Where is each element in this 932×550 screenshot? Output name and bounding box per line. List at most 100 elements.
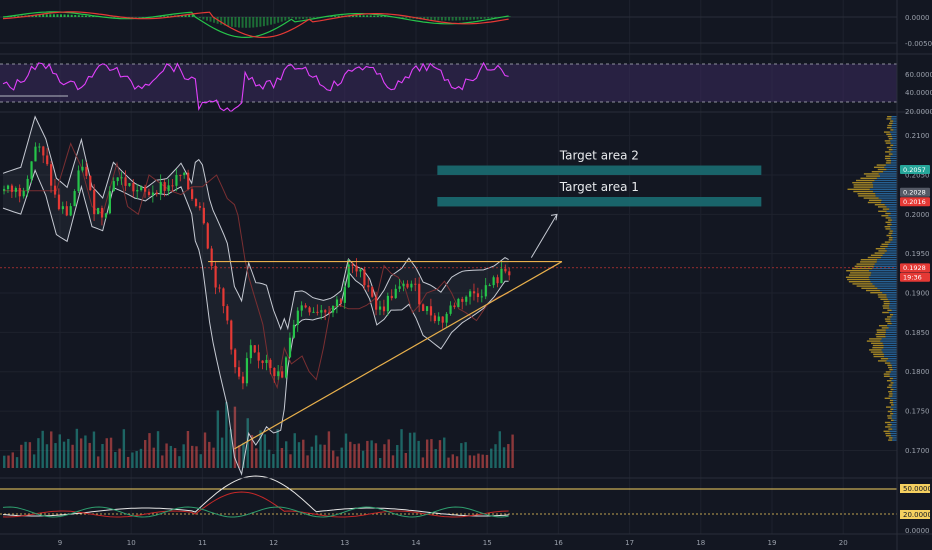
volume-bar <box>494 444 497 468</box>
volume-profile-bar <box>888 149 893 151</box>
volume-profile-bar <box>888 439 893 441</box>
volume-bar <box>327 431 331 468</box>
macd-histogram-bar <box>373 15 376 17</box>
volume-profile-bar <box>891 380 897 382</box>
volume-profile-bar <box>885 212 891 215</box>
volume-profile-bar <box>890 413 894 415</box>
volume-profile-bar <box>890 426 897 428</box>
time-tick: 16 <box>554 539 563 547</box>
volume-profile-bar <box>890 318 897 320</box>
volume-profile-bar <box>890 162 897 164</box>
volume-profile-bar <box>890 228 897 230</box>
macd-histogram-bar <box>465 17 468 21</box>
price-pane[interactable] <box>0 115 897 476</box>
candle-body <box>328 312 331 314</box>
candle-body <box>300 305 303 311</box>
candle-body <box>316 311 319 313</box>
volume-profile-bar <box>852 283 873 285</box>
volume-profile-bar <box>858 195 876 197</box>
macd-histogram-bar <box>209 17 212 22</box>
volume-bar <box>421 457 425 468</box>
price-tick: 0.2000 <box>905 211 930 219</box>
time-tick: 10 <box>127 539 136 547</box>
macd-histogram-bar <box>312 17 315 19</box>
volume-profile-bar <box>888 391 893 393</box>
macd-histogram-bar <box>380 15 383 17</box>
price-badge-text: 19:36 <box>903 274 922 282</box>
volume-profile-bar <box>892 391 897 393</box>
volume-profile-bar <box>880 298 888 300</box>
volume-bar <box>191 445 194 468</box>
volume-profile-bar <box>874 179 897 182</box>
breakout-arrow <box>530 214 558 258</box>
candle-body <box>406 283 409 288</box>
oscillator-pane[interactable] <box>0 475 897 518</box>
candle-body <box>496 277 499 284</box>
candle-body <box>210 248 213 266</box>
volume-profile-bar <box>872 344 884 347</box>
volume-profile-bar <box>871 342 883 344</box>
time-tick: 18 <box>696 539 705 547</box>
volume-profile-bar <box>886 380 892 382</box>
di-minus-line <box>2 491 509 518</box>
volume-bar <box>41 430 44 468</box>
macd-pane[interactable] <box>0 11 897 44</box>
volume-profile-bar <box>866 340 881 342</box>
rsi-pane[interactable] <box>0 61 897 113</box>
volume-profile-bar <box>884 140 891 142</box>
volume-profile-bar <box>850 272 872 274</box>
target-area-2-box[interactable] <box>437 165 762 175</box>
price-badge: 19:36 <box>900 272 930 282</box>
volume-bar <box>507 444 510 468</box>
candle-body <box>398 286 401 289</box>
volume-profile-bar <box>868 276 897 278</box>
volume-profile-bar <box>892 437 897 439</box>
volume-bar <box>75 428 79 468</box>
volume-profile-bar <box>887 410 892 413</box>
volume-profile-bar <box>867 256 881 259</box>
volume-bar <box>195 446 198 468</box>
target-area-2[interactable]: Target area 2 <box>437 149 762 175</box>
volume-profile-bar <box>893 413 897 415</box>
volume-bar <box>97 456 100 468</box>
volume-profile-bar <box>889 208 897 210</box>
di-plus-line <box>2 506 509 518</box>
volume-bar <box>498 431 501 468</box>
volume-profile-bar <box>891 223 897 226</box>
volume-bar <box>88 442 91 468</box>
volume-profile-bar <box>889 369 893 371</box>
volume-profile-bar <box>891 410 897 413</box>
volume-profile-bar <box>886 118 892 120</box>
price-badge: 0.2057 <box>900 164 930 174</box>
candle-body <box>3 189 6 191</box>
volume-profile-bar <box>892 230 897 232</box>
candle-body <box>191 189 194 199</box>
volume-profile-bar <box>885 329 897 331</box>
volume-profile-bar <box>863 173 879 175</box>
volume-profile-bar <box>876 331 886 333</box>
volume-profile-bar <box>887 116 892 118</box>
volume-profile-bar <box>886 146 892 149</box>
target-area-1[interactable]: Target area 1 <box>437 180 762 207</box>
candle-body <box>382 306 386 312</box>
volume-profile-bar <box>853 190 873 193</box>
volume-bar <box>126 456 130 468</box>
volume-profile-bar <box>889 402 893 404</box>
volume-bar <box>62 441 66 468</box>
volume-profile-bar <box>881 338 897 340</box>
volume-profile-bar <box>891 146 897 149</box>
candle-body <box>441 316 444 323</box>
price-tick: 0.2050 <box>905 171 930 179</box>
volume-profile-bar <box>874 263 897 265</box>
volume-profile-bar <box>891 124 897 127</box>
volume-profile-bar <box>891 160 897 162</box>
target-area-1-box[interactable] <box>437 197 762 207</box>
volume-profile-bar <box>885 432 891 435</box>
volume-profile-bar <box>854 265 874 267</box>
price-badge-text: 0.2057 <box>903 166 926 174</box>
volume-profile-bar <box>869 188 897 190</box>
volume-profile-bar <box>877 206 887 208</box>
macd-histogram-bar <box>138 17 141 18</box>
candle-body <box>61 206 64 210</box>
